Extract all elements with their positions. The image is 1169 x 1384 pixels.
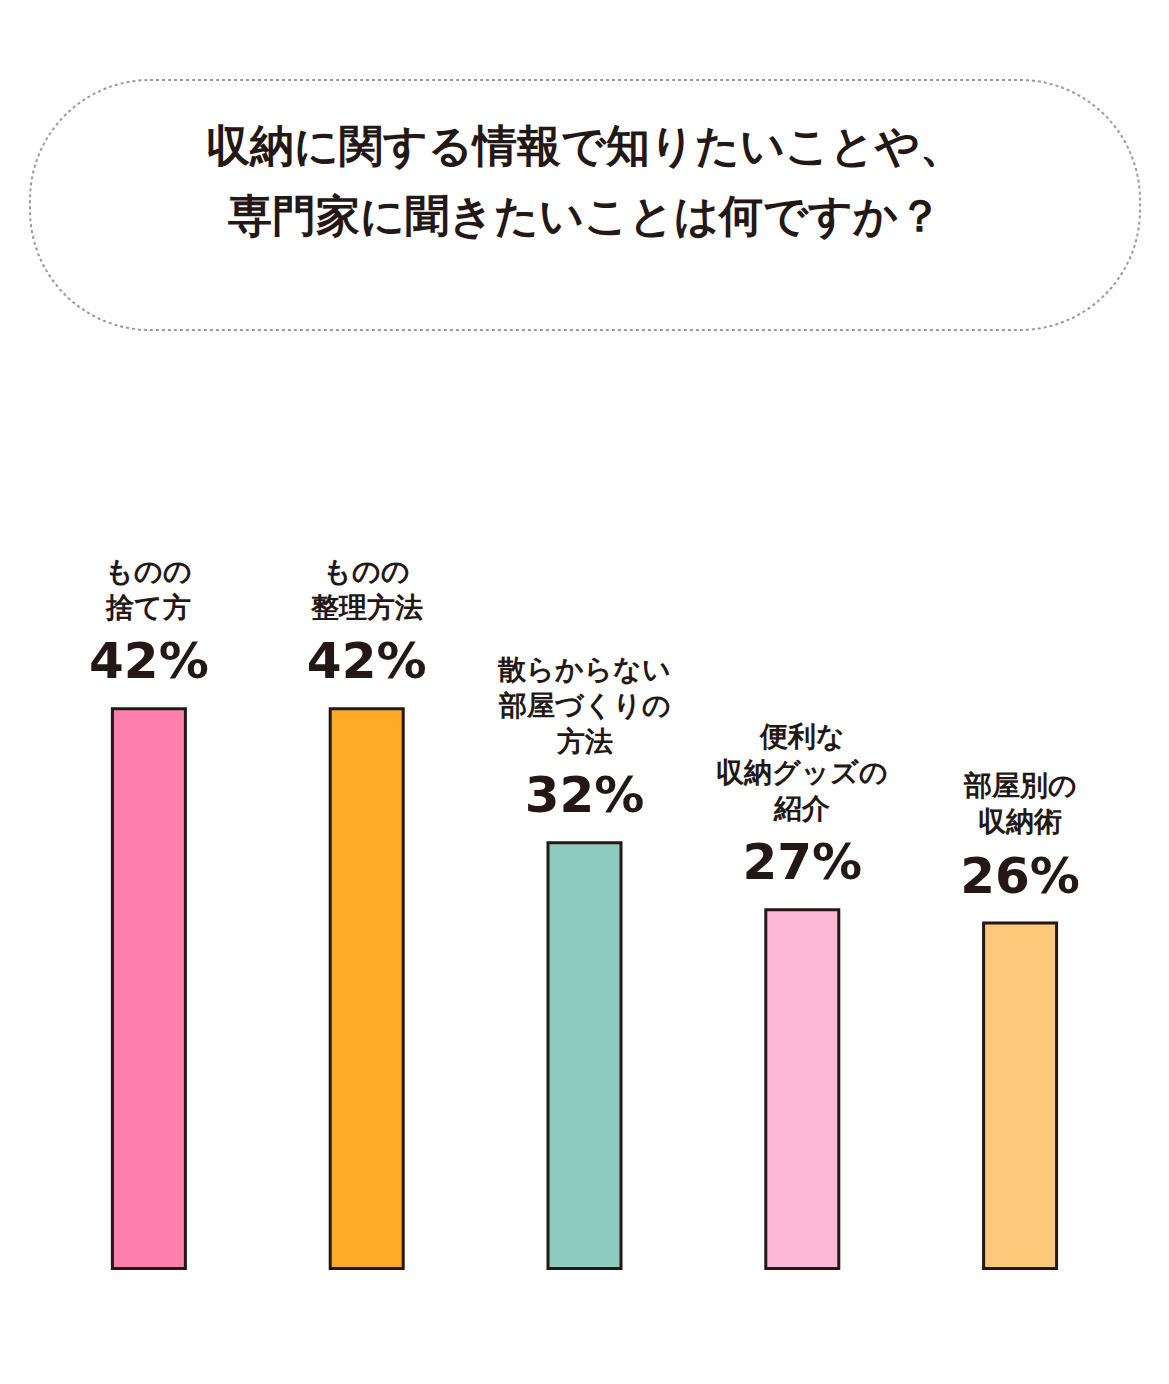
svg-text:42%: 42%: [89, 632, 209, 690]
svg-text:散らからない: 散らからない: [497, 653, 671, 686]
svg-text:32%: 32%: [525, 766, 645, 824]
svg-text:整理方法: 整理方法: [310, 591, 423, 624]
svg-text:捨て方: 捨て方: [105, 591, 191, 624]
svg-text:収納術: 収納術: [978, 805, 1062, 838]
svg-text:方法: 方法: [556, 725, 613, 758]
svg-text:42%: 42%: [307, 632, 427, 690]
svg-text:27%: 27%: [742, 833, 862, 891]
svg-text:部屋別の: 部屋別の: [963, 769, 1077, 802]
svg-text:部屋づくりの: 部屋づくりの: [498, 689, 671, 722]
svg-text:ものの: ものの: [323, 555, 410, 588]
svg-text:収納に関する情報で知りたいことや、: 収納に関する情報で知りたいことや、: [206, 120, 964, 171]
svg-text:紹介: 紹介: [773, 792, 830, 825]
svg-text:収納グッズの: 収納グッズの: [716, 756, 888, 789]
svg-text:ものの: ものの: [105, 555, 192, 588]
svg-text:専門家に聞きたいことは何ですか？: 専門家に聞きたいことは何ですか？: [228, 190, 942, 241]
svg-text:26%: 26%: [960, 847, 1080, 905]
svg-text:便利な: 便利な: [759, 720, 845, 753]
